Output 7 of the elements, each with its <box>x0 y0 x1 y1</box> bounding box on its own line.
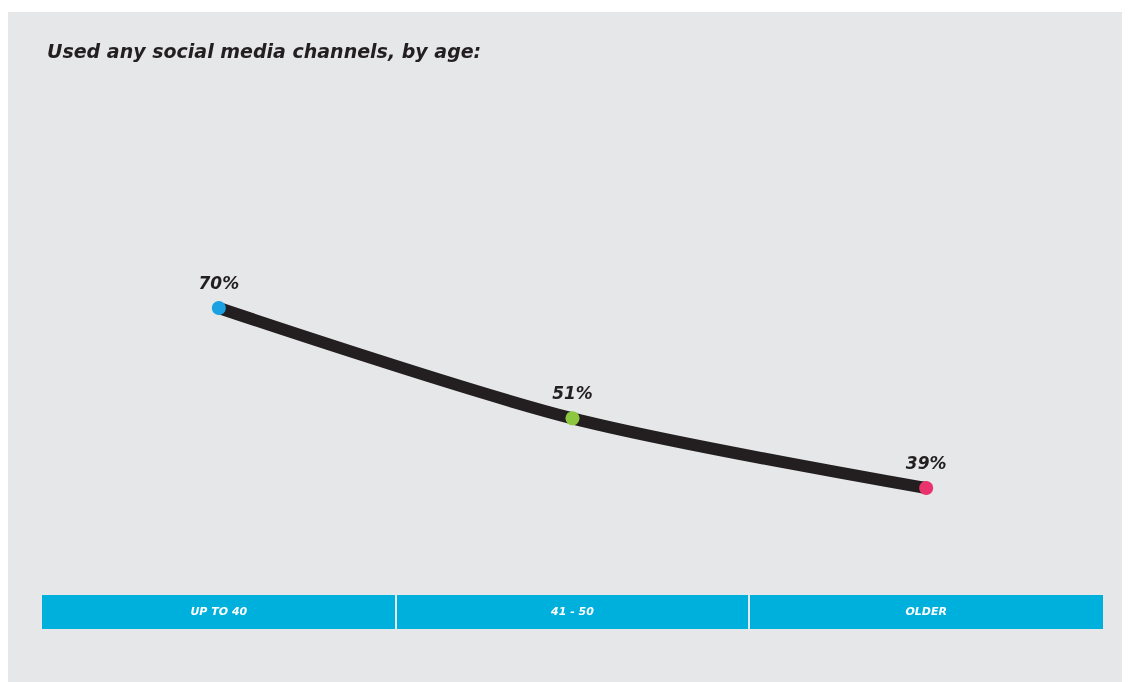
x-tick-label: 41 - 50 <box>550 605 595 618</box>
data-label: 39% <box>905 452 947 473</box>
x-tick-label: OLDER <box>905 605 947 618</box>
data-label: 70% <box>198 272 240 293</box>
x-tick-label: UP TO 40 <box>190 605 248 618</box>
chart-title: Used any social media channels, by age: <box>47 39 482 62</box>
data-label: 51% <box>552 382 593 403</box>
